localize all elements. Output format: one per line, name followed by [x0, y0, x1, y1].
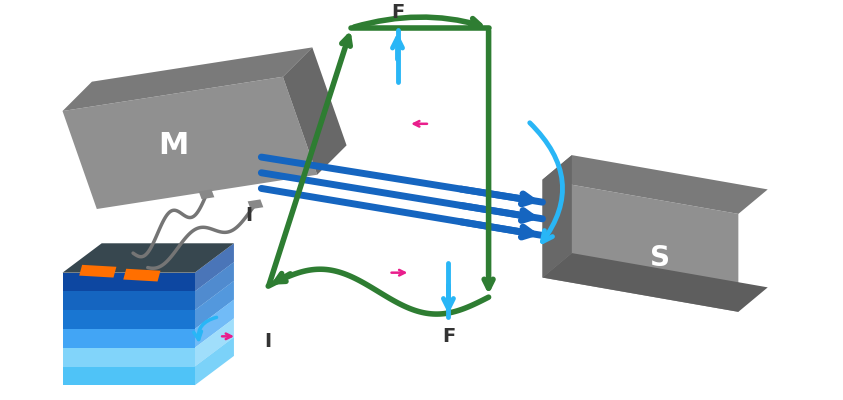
Polygon shape [248, 200, 263, 209]
Polygon shape [195, 243, 234, 292]
Polygon shape [199, 190, 214, 199]
Polygon shape [62, 366, 195, 385]
Text: I: I [265, 332, 271, 351]
Text: I: I [245, 206, 252, 225]
Polygon shape [62, 292, 195, 310]
Polygon shape [195, 262, 234, 310]
Polygon shape [62, 273, 195, 292]
Text: F: F [391, 3, 404, 22]
Polygon shape [283, 47, 346, 175]
Polygon shape [79, 265, 116, 278]
Text: S: S [650, 244, 670, 272]
Polygon shape [62, 47, 312, 111]
Text: M: M [158, 131, 188, 160]
Polygon shape [542, 180, 738, 312]
Polygon shape [195, 318, 234, 366]
Polygon shape [62, 243, 234, 273]
Polygon shape [62, 329, 195, 348]
Polygon shape [62, 77, 317, 209]
Polygon shape [195, 281, 234, 329]
Text: F: F [442, 326, 455, 346]
Polygon shape [542, 155, 768, 214]
Polygon shape [62, 348, 195, 366]
Polygon shape [542, 253, 768, 312]
Polygon shape [542, 155, 572, 278]
Polygon shape [195, 337, 234, 385]
Polygon shape [195, 300, 234, 348]
Polygon shape [123, 269, 160, 282]
Polygon shape [62, 310, 195, 329]
